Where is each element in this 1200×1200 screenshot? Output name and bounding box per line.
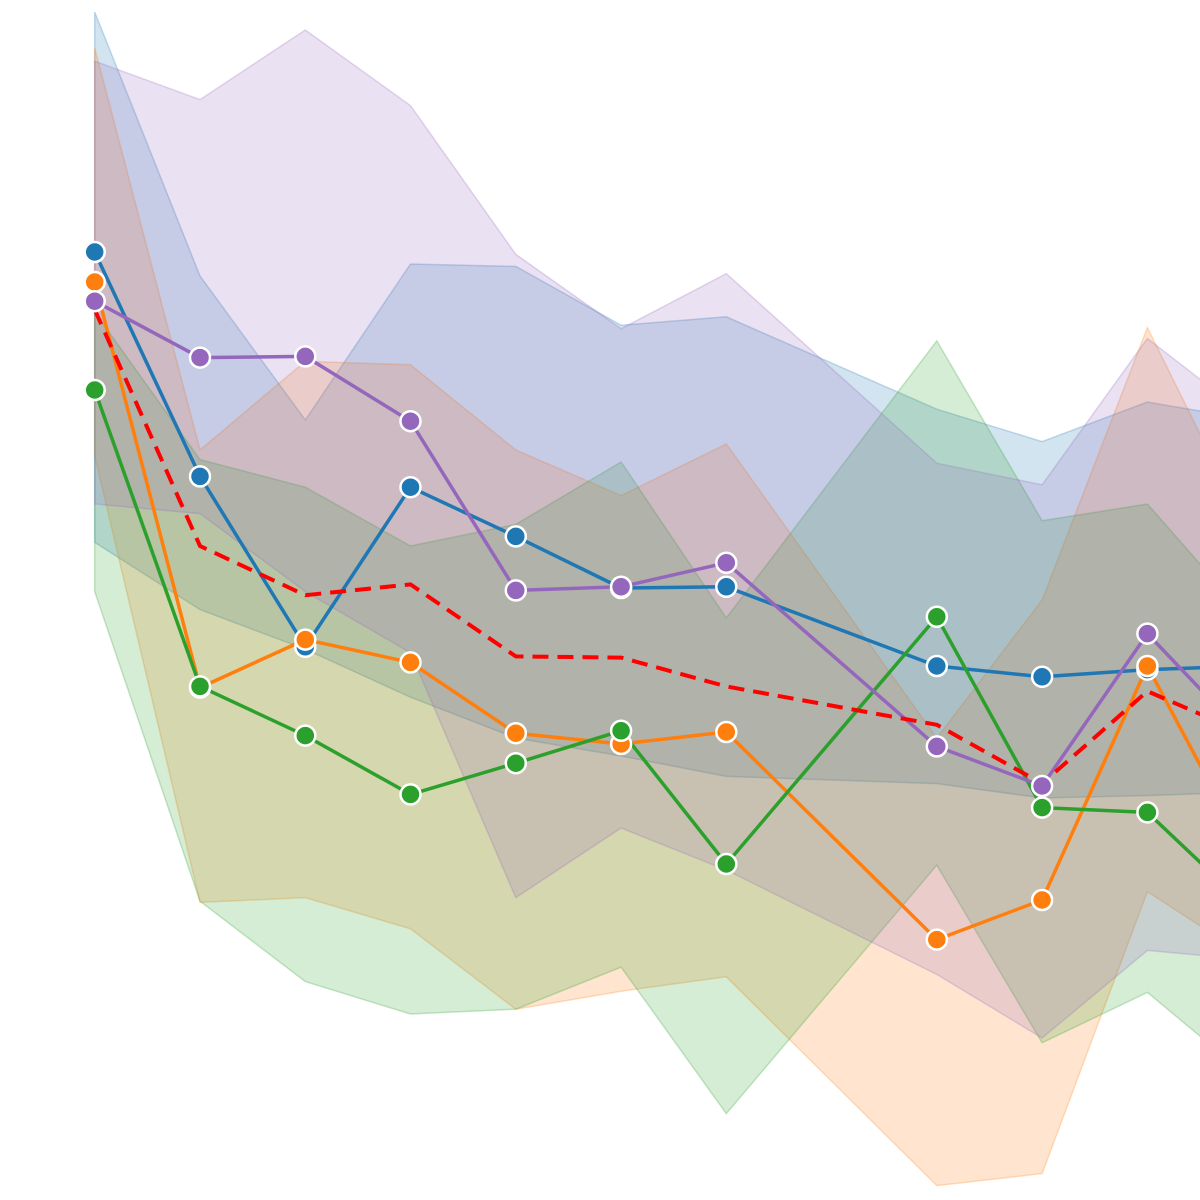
confidence-band-2	[93, 47, 1200, 1187]
confidence-band-4	[93, 29, 1200, 1039]
series-4-point-4	[399, 409, 422, 433]
series-3-point-8	[925, 605, 949, 629]
series-3-point-7	[715, 852, 738, 876]
mean-line	[92, 308, 1200, 787]
series-2-point-5	[504, 721, 528, 745]
series-1-point-4	[399, 475, 422, 499]
series-4-point-6	[609, 575, 633, 599]
series-3-point-10	[1136, 801, 1159, 824]
series-2-point-9	[1030, 888, 1054, 912]
series-1-point-8	[925, 654, 949, 678]
mean-line-group	[92, 308, 1200, 787]
series-1-point-2	[188, 465, 212, 488]
series-4-point-2	[188, 346, 212, 369]
series-4-point-9	[1030, 774, 1054, 798]
series-2-point-8	[925, 928, 949, 951]
series-4-point-10	[1136, 622, 1159, 645]
series-2-point-3	[294, 628, 317, 651]
series-1-point-7	[715, 575, 738, 599]
confidence-bands	[93, 11, 1200, 1187]
series-4-point-3	[294, 345, 317, 368]
series-3-point-1	[83, 378, 106, 402]
series-1-point-9	[1030, 665, 1054, 689]
series-4-point-5	[504, 579, 528, 602]
series-2-point-1	[83, 270, 106, 294]
series-4-point-8	[925, 735, 949, 758]
series-2-point-4	[399, 651, 422, 674]
series-3-point-9	[1030, 796, 1054, 819]
series-3-point-5	[504, 751, 528, 775]
series-3-point-6	[609, 719, 633, 743]
series-2-point-7	[715, 720, 738, 744]
series-3-point-3	[294, 724, 317, 747]
series-3-point-2	[188, 675, 212, 698]
series-points	[83, 240, 1159, 951]
series-4-point-1	[83, 289, 106, 313]
confidence-band-1	[93, 11, 1200, 799]
series-2-point-10	[1136, 654, 1159, 678]
series-3-point-4	[399, 783, 422, 806]
series-1-point-1	[83, 240, 106, 264]
series-4-point-7	[715, 551, 738, 575]
series-1-point-5	[504, 525, 528, 548]
